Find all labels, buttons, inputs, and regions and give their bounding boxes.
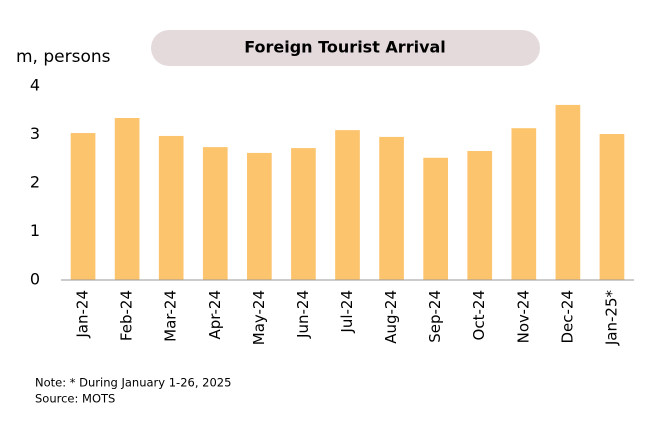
bar [423, 157, 448, 280]
x-tick-label: Oct-24 [470, 290, 488, 340]
y-axis-label: m, persons [16, 47, 111, 67]
bar [70, 133, 96, 280]
bar [202, 147, 228, 280]
note: Note: * During January 1-26, 2025 [35, 376, 231, 390]
bar [555, 104, 581, 280]
x-tick-label: Sep-24 [426, 290, 444, 343]
x-tick-label: Jun-24 [294, 290, 312, 339]
x-tick-label: Jan-24 [74, 290, 92, 339]
note: Source: MOTS [35, 392, 115, 406]
bar [379, 136, 404, 280]
y-tick-label: 4 [30, 76, 40, 95]
y-tick-label: 2 [30, 173, 40, 192]
x-tick-label: Mar-24 [162, 290, 180, 342]
y-tick-label: 1 [30, 221, 40, 240]
y-tick-label: 3 [30, 124, 40, 143]
x-tick-label: Jul-24 [338, 290, 356, 334]
bar [511, 128, 537, 280]
x-tick-label: Jan-25* [602, 290, 620, 347]
bar [247, 152, 272, 280]
y-tick-label: 0 [30, 270, 40, 289]
chart-title: Foreign Tourist Arrival [244, 38, 446, 57]
bar [158, 135, 184, 280]
x-tick-label: Nov-24 [514, 290, 532, 343]
x-tick-label: Aug-24 [382, 290, 400, 344]
bar [335, 130, 360, 280]
x-tick-label: Feb-24 [118, 290, 136, 341]
bar [291, 148, 316, 280]
bar [599, 134, 625, 280]
bar [114, 118, 140, 280]
title-pill [151, 30, 540, 66]
bar [467, 150, 493, 280]
x-tick-label: Apr-24 [206, 290, 224, 340]
x-tick-label: May-24 [250, 290, 268, 345]
x-tick-label: Dec-24 [558, 290, 576, 344]
